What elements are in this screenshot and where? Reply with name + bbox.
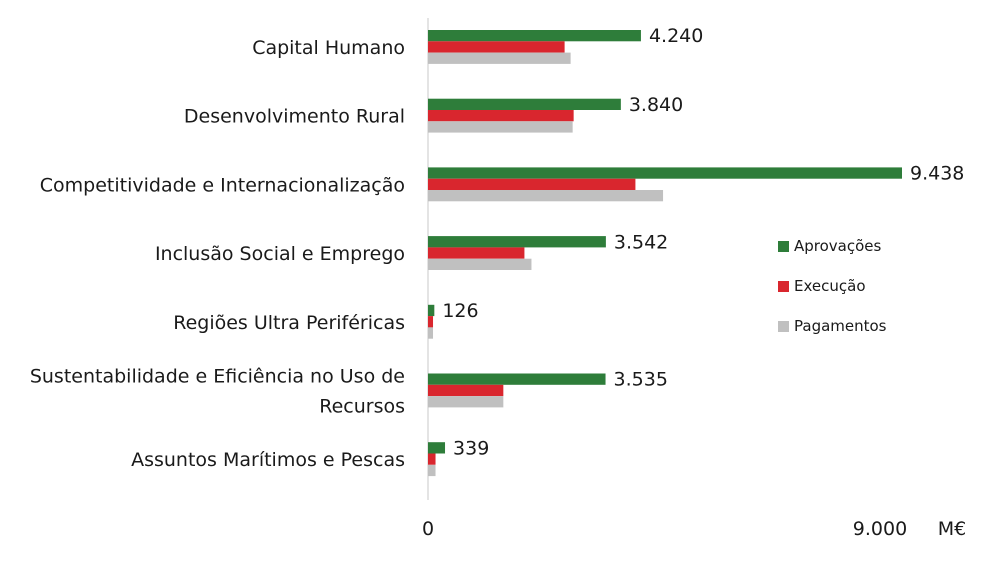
legend-label: Pagamentos [794, 317, 887, 335]
legend-label: Execução [794, 277, 866, 295]
bar-pagamentos [428, 190, 664, 202]
bar-execução [428, 316, 434, 328]
category-label: Assuntos Marítimos e Pescas [131, 449, 405, 471]
x-tick-label-min: 0 [422, 518, 434, 540]
data-label: 9.438 [910, 163, 964, 185]
bar-pagamentos [428, 52, 571, 64]
bars [428, 30, 902, 477]
bar-execução [428, 178, 636, 190]
data-label: 4.240 [649, 25, 703, 47]
bar-execução [428, 247, 525, 259]
x-axis-ticks: 0 9.000 M€ [422, 518, 966, 540]
data-label: 3.542 [614, 231, 668, 253]
data-label: 3.535 [614, 369, 668, 391]
x-tick-label-max: 9.000 [853, 518, 907, 540]
legend-swatch [778, 321, 789, 332]
category-label: Capital Humano [252, 37, 405, 59]
x-axis-unit: M€ [938, 518, 966, 540]
bar-pagamentos [428, 396, 504, 408]
bar-execução [428, 453, 436, 465]
legend-swatch [778, 241, 789, 252]
category-labels: Capital Humano Desenvolvimento Rural Compe… [30, 37, 405, 471]
bar-aprovações [428, 236, 606, 248]
data-label: 339 [453, 437, 489, 459]
bar-aprovações [428, 98, 621, 110]
bar-execução [428, 384, 504, 397]
legend-label: Aprovações [794, 237, 882, 255]
bar-pagamentos [428, 464, 436, 477]
value-labels: 4.240 3.840 9.438 3.542 126 3.535 339 [442, 25, 964, 459]
bar-aprovações [428, 373, 606, 385]
category-label: Inclusão Social e Emprego [155, 243, 405, 265]
category-label: Regiões Ultra Periféricas [173, 312, 405, 334]
data-label: 126 [442, 300, 478, 322]
bar-aprovações [428, 304, 435, 317]
bar-aprovações [428, 442, 446, 454]
category-label: Sustentabilidade e Eficiência no Uso de [30, 365, 405, 387]
category-label: Recursos [319, 395, 405, 417]
bar-execução [428, 110, 574, 122]
legend-swatch [778, 281, 789, 292]
bar-execução [428, 41, 565, 53]
category-label: Desenvolvimento Rural [184, 106, 405, 128]
bar-pagamentos [428, 327, 434, 339]
bar-pagamentos [428, 121, 573, 133]
data-label: 3.840 [629, 94, 683, 116]
bar-aprovações [428, 30, 641, 42]
bar-aprovações [428, 167, 902, 179]
legend: Aprovações Execução Pagamentos [778, 237, 887, 335]
category-label: Competitividade e Internacionalização [40, 174, 405, 196]
bar-pagamentos [428, 258, 532, 270]
